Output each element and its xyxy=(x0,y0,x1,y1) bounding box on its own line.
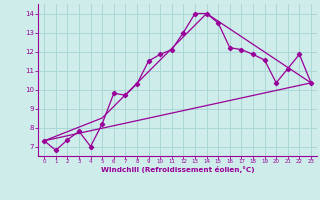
X-axis label: Windchill (Refroidissement éolien,°C): Windchill (Refroidissement éolien,°C) xyxy=(101,166,254,173)
